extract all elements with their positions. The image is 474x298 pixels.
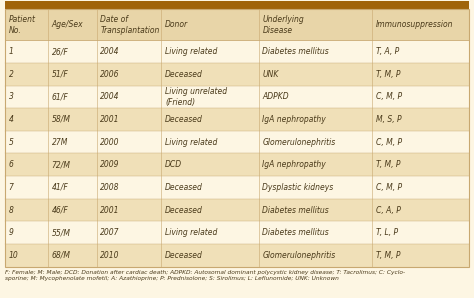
Text: 61/F: 61/F	[52, 92, 69, 101]
Bar	[5, 131, 469, 153]
Text: 2008: 2008	[100, 183, 120, 192]
Text: 2009: 2009	[100, 160, 120, 169]
Bar	[5, 86, 469, 108]
Text: 2: 2	[9, 70, 13, 79]
Text: 2007: 2007	[100, 228, 120, 237]
Text: T, L, P: T, L, P	[376, 228, 398, 237]
Text: Diabetes mellitus: Diabetes mellitus	[263, 206, 329, 215]
Text: Donor: Donor	[165, 20, 188, 29]
Bar	[5, 9, 469, 40]
Text: Age/Sex: Age/Sex	[52, 20, 83, 29]
Text: C, M, P: C, M, P	[376, 92, 402, 101]
Text: Patient
No.: Patient No.	[9, 15, 36, 35]
Text: Dysplastic kidneys: Dysplastic kidneys	[263, 183, 334, 192]
Text: ADPKD: ADPKD	[263, 92, 289, 101]
Text: 2001: 2001	[100, 206, 120, 215]
Text: T, M, P: T, M, P	[376, 160, 401, 169]
Text: 41/F: 41/F	[52, 183, 69, 192]
Text: 27M: 27M	[52, 138, 68, 147]
Bar	[5, 40, 469, 63]
Text: C, A, P: C, A, P	[376, 206, 401, 215]
Text: Deceased: Deceased	[165, 183, 203, 192]
Bar	[5, 108, 469, 131]
Text: Immunosuppression: Immunosuppression	[376, 20, 453, 29]
Text: T, M, P: T, M, P	[376, 251, 401, 260]
Bar	[5, 244, 469, 267]
Text: 55/M: 55/M	[52, 228, 71, 237]
Text: Living related: Living related	[165, 228, 218, 237]
Text: 2001: 2001	[100, 115, 120, 124]
Bar	[5, 221, 469, 244]
Text: 3: 3	[9, 92, 13, 101]
Text: 68/M: 68/M	[52, 251, 71, 260]
Text: Diabetes mellitus: Diabetes mellitus	[263, 228, 329, 237]
Text: 2004: 2004	[100, 92, 120, 101]
Text: DCD: DCD	[165, 160, 182, 169]
Text: 10: 10	[9, 251, 18, 260]
Text: Deceased: Deceased	[165, 70, 203, 79]
Text: 7: 7	[9, 183, 13, 192]
Text: Underlying
Disease: Underlying Disease	[263, 15, 304, 35]
Bar	[5, 176, 469, 199]
Text: 8: 8	[9, 206, 13, 215]
Text: 9: 9	[9, 228, 13, 237]
Text: 2010: 2010	[100, 251, 120, 260]
Text: 2000: 2000	[100, 138, 120, 147]
Text: 1: 1	[9, 47, 13, 56]
Text: Living related: Living related	[165, 47, 218, 56]
Text: Deceased: Deceased	[165, 115, 203, 124]
Text: 4: 4	[9, 115, 13, 124]
Text: 2006: 2006	[100, 70, 120, 79]
Text: C, M, P: C, M, P	[376, 138, 402, 147]
Text: Deceased: Deceased	[165, 206, 203, 215]
Text: UNK: UNK	[263, 70, 279, 79]
Bar	[5, 153, 469, 176]
Text: Living related: Living related	[165, 138, 218, 147]
Text: 5: 5	[9, 138, 13, 147]
Text: IgA nephropathy: IgA nephropathy	[263, 115, 326, 124]
Text: Living unrelated
(Friend): Living unrelated (Friend)	[165, 87, 228, 107]
Bar	[5, 1, 469, 9]
Text: T, M, P: T, M, P	[376, 70, 401, 79]
Text: Diabetes mellitus: Diabetes mellitus	[263, 47, 329, 56]
Text: IgA nephropathy: IgA nephropathy	[263, 160, 326, 169]
Text: 58/M: 58/M	[52, 115, 71, 124]
Bar	[5, 199, 469, 221]
Text: 2004: 2004	[100, 47, 120, 56]
Text: F: Female; M: Male; DCD: Donation after cardiac death; ADPKD: Autosomal dominant: F: Female; M: Male; DCD: Donation after …	[5, 270, 405, 281]
Text: Date of
Transplantation: Date of Transplantation	[100, 15, 160, 35]
Text: 51/F: 51/F	[52, 70, 69, 79]
Text: 72/M: 72/M	[52, 160, 71, 169]
Text: Glomerulonephritis: Glomerulonephritis	[263, 251, 336, 260]
Text: 6: 6	[9, 160, 13, 169]
Bar	[5, 63, 469, 86]
Text: Deceased: Deceased	[165, 251, 203, 260]
Text: C, M, P: C, M, P	[376, 183, 402, 192]
Text: M, S, P: M, S, P	[376, 115, 401, 124]
Bar	[5, 9, 469, 267]
Text: Glomerulonephritis: Glomerulonephritis	[263, 138, 336, 147]
Text: 26/F: 26/F	[52, 47, 69, 56]
Text: T, A, P: T, A, P	[376, 47, 399, 56]
Text: 46/F: 46/F	[52, 206, 69, 215]
